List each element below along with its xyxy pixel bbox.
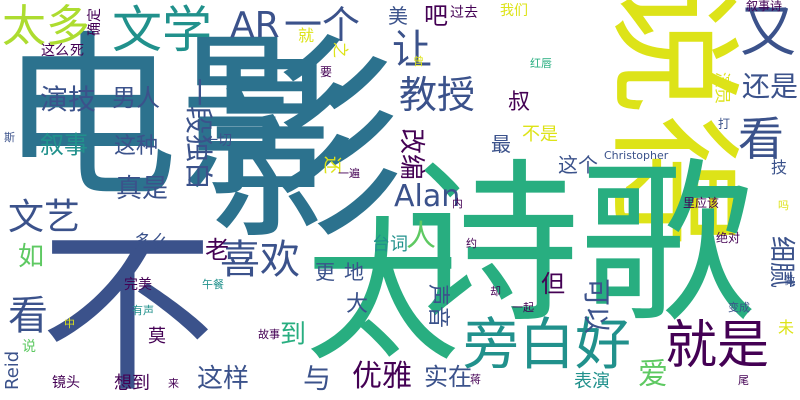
word-zhezhong: 这种 xyxy=(114,134,159,159)
word-xushi: 叙事 xyxy=(40,131,88,159)
word-bianc: 变成 xyxy=(728,301,750,314)
word-si2: 斯 xyxy=(4,131,15,144)
word-alan: Alan xyxy=(394,179,461,214)
word-reid: Reid xyxy=(2,350,23,390)
word-wenyi: 文艺 xyxy=(8,197,81,238)
word-zheme: 这么 xyxy=(41,43,69,59)
word-da2: 打 xyxy=(718,117,731,131)
word-que: 却 xyxy=(490,285,501,298)
word-ru: 如 xyxy=(18,242,45,272)
word-wenxue: 文学 xyxy=(112,1,212,59)
word-jiaoshou: 教授 xyxy=(399,73,476,117)
word-hongchun: 红唇 xyxy=(530,57,552,70)
word-huanshi: 还是 xyxy=(742,70,799,103)
word-pangbaihao: 旁白好 xyxy=(463,313,631,378)
word-quequ: 确定 xyxy=(87,8,103,36)
word-keyi: 可以 xyxy=(580,278,613,335)
word-shengyin: 声音 xyxy=(425,284,450,329)
word-shuo: 说 xyxy=(22,339,36,355)
word-yiqie: 一切 xyxy=(204,133,232,149)
word-ma: 吗 xyxy=(778,199,789,212)
word-jiu: 就 xyxy=(298,26,315,45)
word-yu: 与 xyxy=(303,362,332,395)
word-da: 大 xyxy=(346,292,369,317)
word-si: 死 xyxy=(70,43,84,59)
word-yanyuan: 演员 xyxy=(713,72,732,105)
word-liyinggai: 里应该 xyxy=(683,196,720,210)
word-nei: 内 xyxy=(452,197,463,210)
word-yibian: 一遍 xyxy=(338,167,360,180)
word-kan1: 看 xyxy=(738,112,784,166)
word-gushi: 故事 xyxy=(258,328,280,341)
word-shige: 诗歌 xyxy=(405,144,755,347)
word-mei: 美 xyxy=(388,4,408,28)
word-wei: 未 xyxy=(778,318,795,337)
word-wucan: 午餐 xyxy=(202,278,224,291)
word-jueduei: 绝对 xyxy=(716,231,741,245)
word-wanmei: 完美 xyxy=(124,277,152,293)
word-youya: 优雅 xyxy=(352,359,412,394)
word-ar: AR xyxy=(230,5,280,46)
word-yiqi: 一起 xyxy=(512,301,534,314)
word-wei2: 尾 xyxy=(738,374,749,387)
word-biaoyan: 表演 xyxy=(574,371,610,392)
word-dan: 但 xyxy=(541,270,565,298)
word-zheyang: 这样 xyxy=(197,364,250,394)
word-bai: 不 xyxy=(40,214,215,400)
word-women: 我们 xyxy=(500,3,528,19)
word-di: 地 xyxy=(344,260,364,284)
word-shu: 叔 xyxy=(508,90,531,115)
word-zhi: 之 xyxy=(331,42,350,59)
word-xushishi: 叙事诗 xyxy=(746,0,783,13)
word-rang: 让 xyxy=(392,27,432,73)
word-xihuan: 喜欢 xyxy=(220,237,300,283)
word-you: 又 xyxy=(740,0,796,65)
word-xiangdao: 想到 xyxy=(114,373,150,394)
word-zuiyou: 最 xyxy=(491,132,511,156)
word-ai: 爱 xyxy=(638,357,668,392)
word-zhege: 这个 xyxy=(558,153,598,177)
word-gaibian: 改编 xyxy=(396,128,426,181)
word-zhenshi: 真是 xyxy=(116,174,169,204)
word-tai: 太 xyxy=(305,202,460,383)
word-ceng: 曾 xyxy=(413,55,424,68)
word-jiushi: 就是 xyxy=(665,316,770,376)
word-taiduo: 太多 xyxy=(2,1,90,52)
word-bushi: 不是 xyxy=(522,124,558,145)
word-taici: 台词 xyxy=(372,234,408,255)
word-shizai: 实在 xyxy=(424,363,472,391)
word-yanji: 演技 xyxy=(40,83,97,116)
word-yao: 要 xyxy=(320,65,333,79)
word-jingtou: 镜头 xyxy=(52,375,80,391)
word-lai: 来 xyxy=(168,377,179,390)
word-yige: 一个 xyxy=(284,3,361,47)
word-christopher: Christopher xyxy=(604,149,669,162)
word-ba: 吧 xyxy=(424,2,448,30)
word-zhong: 中 xyxy=(64,317,75,330)
word-mo: 莫 xyxy=(148,326,166,347)
word-geng: 更 xyxy=(315,260,335,284)
word-duome: 多么 xyxy=(134,232,170,253)
word-ji: 技 xyxy=(771,158,788,177)
word-ying: 影 xyxy=(205,35,406,268)
word-yousheng: 有声 xyxy=(132,304,154,317)
word-guoqu: 过去 xyxy=(450,5,478,21)
word-nanren: 男人 xyxy=(112,84,160,112)
word-dao: 到 xyxy=(280,320,307,350)
word-dianying: 电影 xyxy=(0,15,356,222)
word-ren: 人 xyxy=(406,219,436,254)
word-kan2: 看 xyxy=(8,293,48,339)
word-lao: 老 xyxy=(205,236,229,264)
word-xu2: 做 xyxy=(784,274,795,287)
word-jiang: 蒋 xyxy=(470,373,481,386)
word-yue: 约 xyxy=(466,237,477,250)
